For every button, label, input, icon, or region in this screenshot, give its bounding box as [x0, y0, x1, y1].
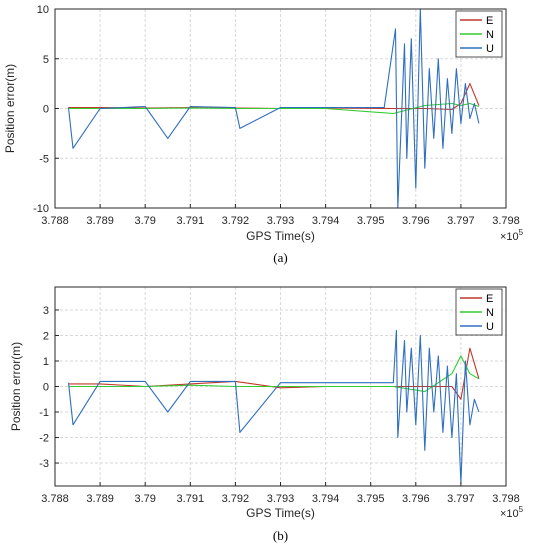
y-tick-label: 0 [43, 382, 49, 394]
x-tick-label: 3.792 [222, 215, 250, 227]
y-tick-label: -10 [33, 203, 49, 215]
legend-label-n: N [486, 29, 494, 41]
x-tick-label: 3.796 [402, 493, 430, 505]
y-axis-label: Position error(m) [9, 342, 23, 431]
x-axis-label: GPS Time(s) [246, 229, 315, 243]
chart-panel-a: 3.788 3.789 3.79 3.791 3.792 3.793 3.794 3.795 3… [3, 4, 524, 265]
y-tick-label: 3 [43, 305, 49, 317]
legend-label-u: U [486, 43, 494, 55]
legend: ENU [455, 288, 503, 336]
x-tick-label: 3.798 [492, 493, 520, 505]
x-tick-label: 3.79 [134, 493, 155, 505]
series-line-n [68, 355, 480, 393]
series-line-u [67, 329, 480, 484]
x-tick-label: 3.797 [447, 493, 475, 505]
x-tick-label: 3.791 [177, 493, 205, 505]
series-line-u [67, 9, 480, 208]
x-tick-label: 3.793 [267, 215, 295, 227]
legend-label-e: E [486, 15, 493, 27]
x-tick-label: 3.795 [357, 215, 385, 227]
x-exponent-label: ×105 [500, 228, 524, 243]
x-exponent-label: ×105 [500, 505, 524, 520]
x-tick-label: 3.798 [492, 215, 520, 227]
panel-caption: (a) [273, 250, 287, 265]
y-axis-label: Position error(m) [3, 64, 17, 153]
legend-label-e: E [486, 293, 493, 305]
y-tick-label: 2 [43, 330, 49, 342]
y-tick-label: -3 [39, 458, 49, 470]
x-axis-label: GPS Time(s) [246, 506, 315, 520]
legend: ENU [455, 10, 503, 58]
y-tick-label: 1 [43, 356, 49, 368]
chart-panel-b: 3.788 3.789 3.79 3.791 3.792 3.793 3.794 3.795 3… [9, 286, 524, 543]
x-tick-label: 3.797 [447, 215, 475, 227]
x-tick-label: 3.788 [41, 493, 69, 505]
x-tick-label: 3.788 [41, 215, 69, 227]
y-tick-label: -1 [39, 407, 49, 419]
x-tick-label: 3.796 [402, 215, 430, 227]
x-tick-label: 3.789 [86, 493, 114, 505]
legend-label-u: U [486, 321, 494, 333]
x-tick-label: 3.79 [134, 215, 155, 227]
panel-caption: (b) [273, 528, 288, 543]
legend-label-n: N [486, 307, 494, 319]
y-tick-label: 5 [43, 54, 49, 66]
series-line-n [68, 102, 480, 115]
y-tick-label: 10 [37, 4, 49, 16]
x-tick-label: 3.794 [312, 493, 340, 505]
x-tick-label: 3.791 [177, 215, 205, 227]
y-tick-label: 0 [43, 104, 49, 116]
x-tick-label: 3.794 [312, 215, 340, 227]
y-tick-label: -2 [39, 433, 49, 445]
y-tick-label: -5 [39, 153, 49, 165]
x-tick-label: 3.795 [357, 493, 385, 505]
x-tick-label: 3.793 [267, 493, 295, 505]
x-tick-label: 3.792 [222, 493, 250, 505]
x-tick-label: 3.789 [86, 215, 114, 227]
